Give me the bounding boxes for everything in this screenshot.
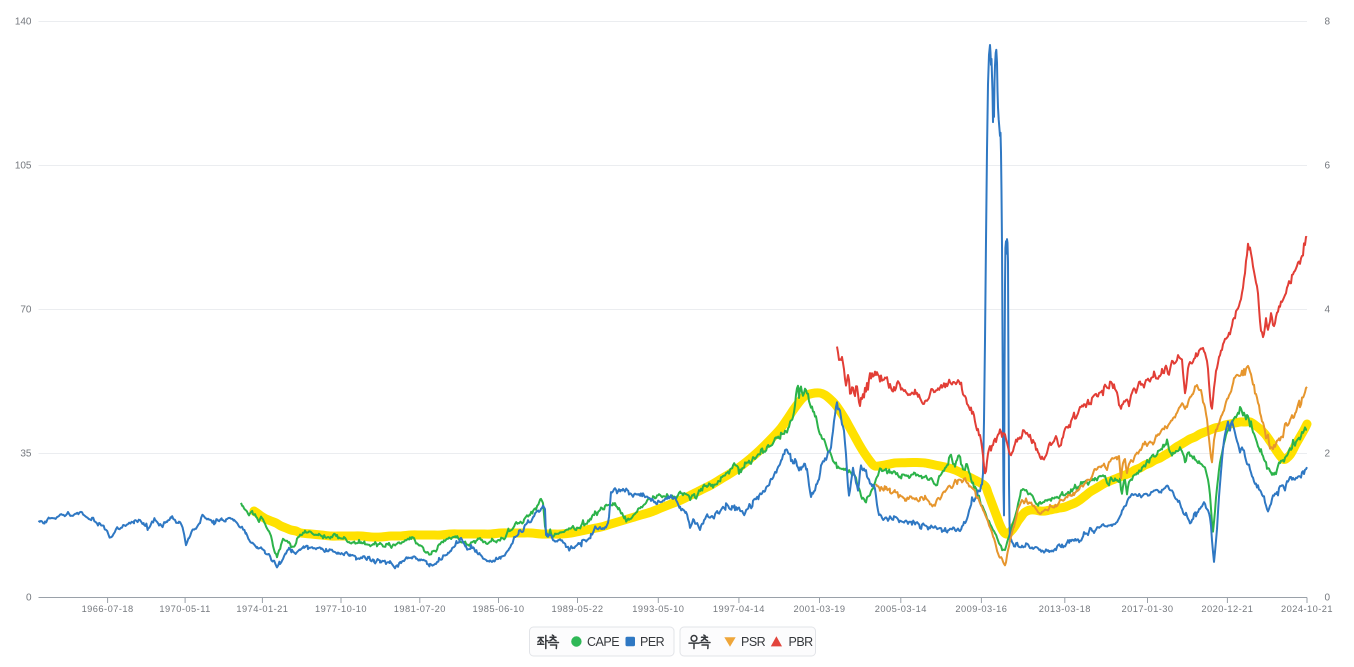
svg-text:CAPE: CAPE — [587, 635, 619, 649]
svg-text:1966-07-18: 1966-07-18 — [82, 604, 134, 614]
svg-text:1970-05-11: 1970-05-11 — [159, 604, 210, 614]
svg-text:6: 6 — [1325, 161, 1331, 172]
svg-text:2005-03-14: 2005-03-14 — [875, 604, 927, 614]
svg-text:2009-03-16: 2009-03-16 — [955, 604, 1007, 614]
svg-text:2001-03-19: 2001-03-19 — [793, 604, 845, 614]
svg-text:2020-12-21: 2020-12-21 — [1201, 604, 1253, 614]
svg-text:105: 105 — [15, 161, 32, 172]
svg-text:PBR: PBR — [789, 635, 814, 649]
svg-text:0: 0 — [26, 593, 32, 604]
svg-text:35: 35 — [20, 449, 32, 460]
svg-text:70: 70 — [20, 305, 32, 316]
svg-text:140: 140 — [15, 17, 32, 28]
svg-text:1989-05-22: 1989-05-22 — [551, 604, 603, 614]
svg-text:8: 8 — [1325, 17, 1331, 28]
svg-text:1997-04-14: 1997-04-14 — [713, 604, 765, 614]
svg-text:PER: PER — [640, 635, 665, 649]
svg-text:1981-07-20: 1981-07-20 — [394, 604, 446, 614]
svg-text:1977-10-10: 1977-10-10 — [315, 604, 367, 614]
svg-text:2: 2 — [1325, 449, 1331, 460]
svg-text:PSR: PSR — [741, 635, 766, 649]
svg-text:1974-01-21: 1974-01-21 — [236, 604, 288, 614]
svg-text:2024-10-21: 2024-10-21 — [1281, 604, 1333, 614]
svg-text:4: 4 — [1325, 305, 1331, 316]
svg-text:1993-05-10: 1993-05-10 — [632, 604, 684, 614]
svg-text:2017-01-30: 2017-01-30 — [1121, 604, 1173, 614]
svg-text:1985-06-10: 1985-06-10 — [472, 604, 524, 614]
svg-text:0: 0 — [1325, 593, 1331, 604]
svg-text:2013-03-18: 2013-03-18 — [1039, 604, 1091, 614]
